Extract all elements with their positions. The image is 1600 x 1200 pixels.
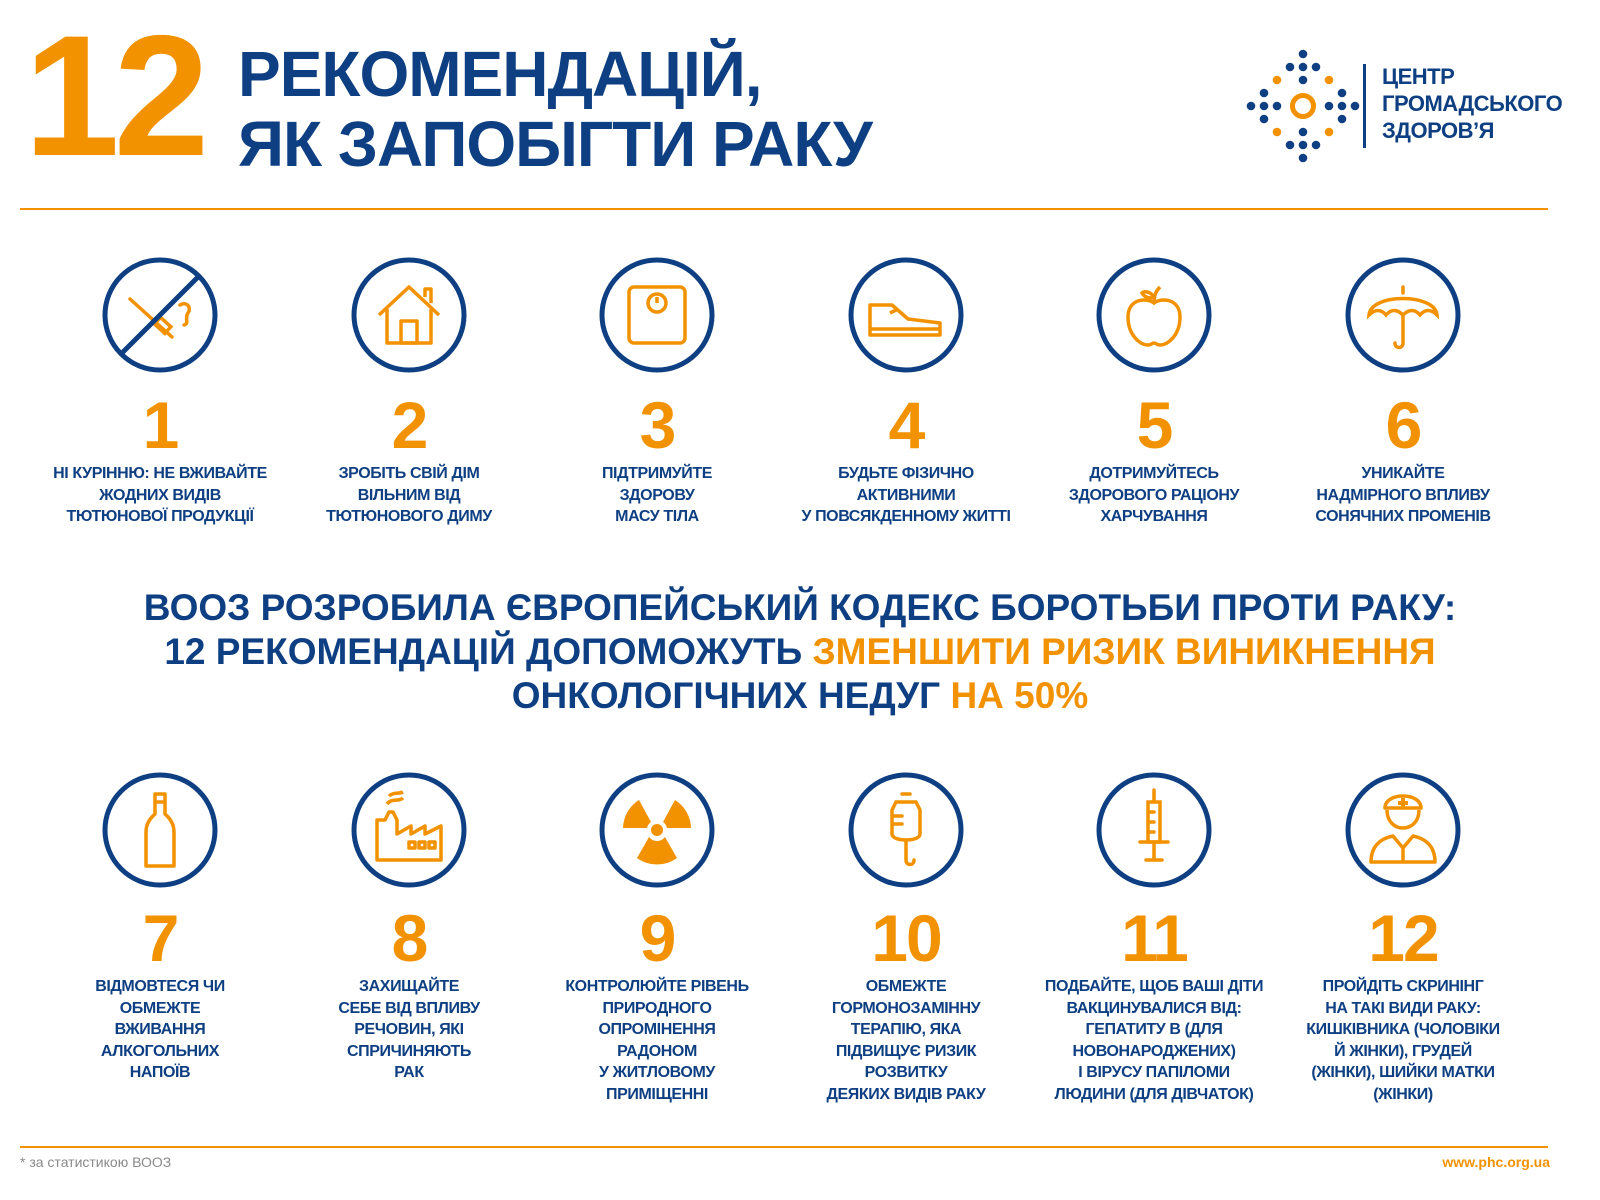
who-statement: ВООЗ РОЗРОБИЛА ЄВРОПЕЙСЬКИЙ КОДЕКС БОРОТ… — [0, 586, 1600, 718]
house-icon — [351, 257, 467, 373]
logo-text-line2: ГРОМАДСЬКОГО — [1382, 91, 1563, 116]
recommendation-text: ЗАХИЩАЙТЕ СЕБЕ ВІД ВПЛИВУ РЕЧОВИН, ЯКІ С… — [338, 978, 480, 1082]
recommendation-number: 5 — [1136, 388, 1174, 462]
recommendation-text: ЗРОБІТЬ СВІЙ ДІМ ВІЛЬНИМ ВІД ТЮТЮНОВОГО … — [326, 465, 492, 526]
recommendation-number: 4 — [888, 388, 926, 462]
page-title-line1: РЕКОМЕНДАЦІЙ, — [238, 38, 763, 110]
recommendation-text: ДОТРИМУЙТЕСЬ ЗДОРОВОГО РАЦІОНУ ХАРЧУВАНН… — [1068, 465, 1240, 526]
recommendation-text: ПРОЙДІТЬ СКРИНІНГ НА ТАКІ ВИДИ РАКУ: КИШ… — [1306, 978, 1500, 1103]
page-title-line2: ЯК ЗАПОБІГТИ РАКУ — [238, 108, 873, 180]
sneaker-icon — [848, 257, 964, 373]
recommendation-number: 3 — [639, 388, 677, 462]
recommendation-text: ВІДМОВТЕСЯ ЧИ ОБМЕЖТЕ ВЖИВАННЯ АЛКОГОЛЬН… — [95, 978, 225, 1082]
recommendation-text: УНИКАЙТЕ НАДМІРНОГО ВПЛИВУ СОНЯЧНИХ ПРОМ… — [1315, 465, 1491, 526]
recommendation-number: 7 — [142, 901, 180, 975]
iv-drip-icon — [848, 772, 964, 888]
statement-line2-orange: ЗМЕНШИТИ РИЗИК ВИНИКНЕННЯ — [812, 631, 1436, 672]
website-link[interactable]: www.phc.org.ua — [1442, 1154, 1550, 1170]
recommendation-number: 12 — [1368, 901, 1439, 975]
logo-icon — [1246, 49, 1360, 163]
logo-text-line1: ЦЕНТР — [1382, 64, 1455, 89]
big-number-12: 12 — [24, 0, 209, 192]
recommendation-text: ПІДТРИМУЙТЕ ЗДОРОВУ МАСУ ТІЛА — [601, 465, 713, 526]
recommendation-number: 6 — [1385, 388, 1423, 462]
scale-icon — [599, 257, 715, 373]
apple-icon — [1096, 257, 1212, 373]
syringe-icon — [1096, 772, 1212, 888]
recommendation-text: БУДЬТЕ ФІЗИЧНО АКТИВНИМИ У ПОВСЯКДЕННОМУ… — [801, 465, 1011, 526]
factory-icon — [351, 772, 467, 888]
radiation-icon — [599, 772, 715, 888]
recommendation-number: 11 — [1121, 901, 1189, 975]
header-divider — [20, 208, 1548, 210]
statement-line2: 12 РЕКОМЕНДАЦІЙ ДОПОМОЖУТЬ ЗМЕНШИТИ РИЗИ… — [0, 630, 1600, 674]
recommendation-number: 9 — [639, 901, 677, 975]
no-smoking-icon — [102, 257, 218, 373]
logo-divider — [1363, 64, 1366, 148]
bottle-icon — [102, 772, 218, 888]
statement-line3-orange: НА 50% — [950, 675, 1089, 716]
recommendation-text: ОБМЕЖТЕ ГОРМОНОЗАМІННУ ТЕРАПІЮ, ЯКА ПІДВ… — [826, 978, 986, 1103]
recommendation-text: НІ КУРІННЮ: НЕ ВЖИВАЙТЕ ЖОДНИХ ВИДІВ ТЮТ… — [53, 465, 267, 526]
footnote: * за статистикою ВООЗ — [20, 1154, 172, 1170]
recommendation-number: 2 — [391, 388, 429, 462]
recommendation-number: 1 — [142, 388, 180, 462]
recommendation-number: 10 — [871, 901, 942, 975]
statement-line3-blue: ОНКОЛОГІЧНИХ НЕДУГ — [511, 675, 951, 716]
recommendation-number: 8 — [391, 901, 429, 975]
statement-line1: ВООЗ РОЗРОБИЛА ЄВРОПЕЙСЬКИЙ КОДЕКС БОРОТ… — [143, 587, 1457, 628]
logo-text-line3: ЗДОРОВ’Я — [1382, 118, 1494, 143]
recommendation-text: КОНТРОЛЮЙТЕ РІВЕНЬ ПРИРОДНОГО ОПРОМІНЕНН… — [565, 978, 749, 1103]
umbrella-icon — [1345, 257, 1461, 373]
statement-line3: ОНКОЛОГІЧНИХ НЕДУГ НА 50% — [0, 674, 1600, 718]
doctor-icon — [1345, 772, 1461, 888]
statement-line2-blue: 12 РЕКОМЕНДАЦІЙ ДОПОМОЖУТЬ — [164, 631, 813, 672]
recommendation-text: ПОДБАЙТЕ, ЩОБ ВАШІ ДІТИ ВАКЦИНУВАЛИСЯ ВІ… — [1044, 978, 1264, 1103]
footer-divider — [20, 1146, 1548, 1148]
